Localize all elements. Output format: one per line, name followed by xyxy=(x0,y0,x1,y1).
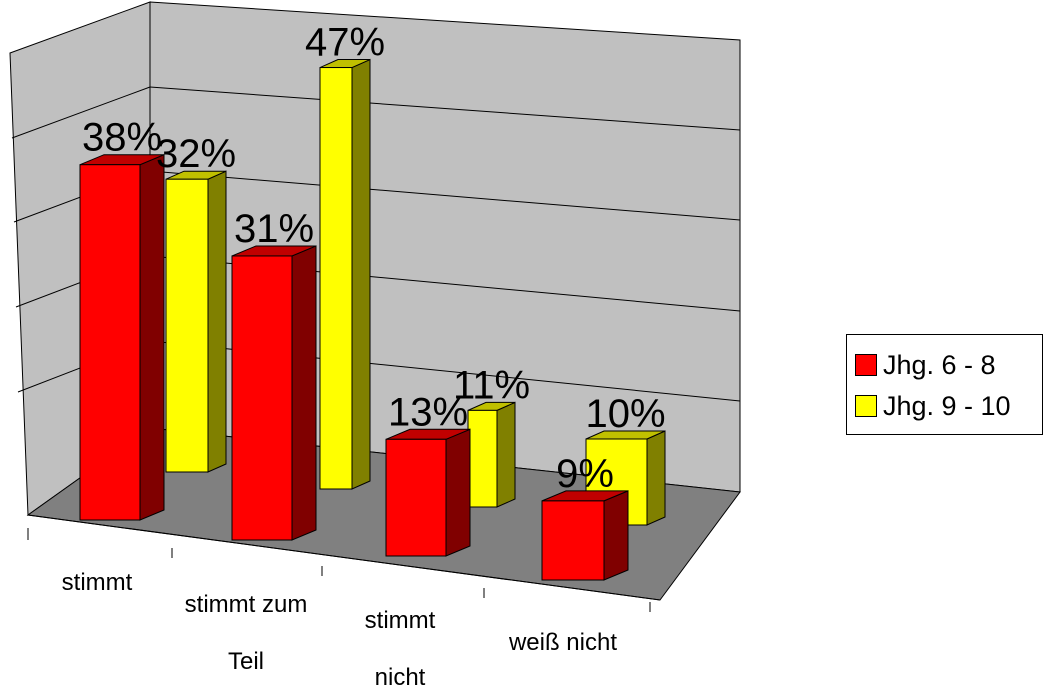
bar-s2-c3-front xyxy=(467,409,498,508)
bar-s1-c4-front xyxy=(541,500,605,581)
bar-s2-c2-side xyxy=(351,58,371,490)
data-label-s2-c2: 47% xyxy=(305,21,385,65)
legend-label-series-1: Jhg. 6 - 8 xyxy=(883,349,996,380)
category-label-4: weiß nicht xyxy=(508,629,617,656)
data-label-s2-c1: 32% xyxy=(156,132,236,176)
bar-s1-c1-front xyxy=(79,164,141,521)
bar-s1-c2-side xyxy=(291,245,317,541)
bar-s1-c3-side xyxy=(445,428,471,557)
x-axis-line xyxy=(27,514,661,601)
legend-swatch-series-1 xyxy=(855,354,877,376)
category-label-3-line-2: nicht xyxy=(375,664,426,691)
bar-s1-c4-side xyxy=(603,490,629,581)
bar-s1-c3-front xyxy=(385,438,447,557)
data-label-s1-c4: 9% xyxy=(556,452,614,496)
category-label-1: stimmt xyxy=(62,569,133,596)
bar-s2-c3-side xyxy=(496,401,516,508)
legend-item-series-2: Jhg. 9 - 10 xyxy=(855,388,1011,424)
gridline-back-1 xyxy=(149,86,741,131)
bar-s1-c1-side xyxy=(139,153,165,521)
category-label-3-line-1: stimmt xyxy=(365,607,436,634)
bar-s2-c4-side xyxy=(646,430,666,526)
bar-s1-c2-front xyxy=(231,255,293,541)
legend-item-series-1: Jhg. 6 - 8 xyxy=(855,347,996,383)
bar-s2-c1-side xyxy=(207,170,227,473)
data-label-s1-c3: 13% xyxy=(388,390,468,434)
data-label-s1-c1: 38% xyxy=(82,116,162,160)
legend-label-series-2: Jhg. 9 - 10 xyxy=(883,390,1011,421)
data-label-s2-c4: 10% xyxy=(585,392,665,436)
gridline-back-2 xyxy=(149,170,741,221)
legend-swatch-series-2 xyxy=(855,395,877,417)
data-label-s2-c3: 11% xyxy=(453,363,530,407)
category-label-2-line-1: stimmt zum xyxy=(185,591,308,618)
category-label-2-line-2: Teil xyxy=(228,648,264,675)
bar-s2-c2-front xyxy=(319,67,353,490)
data-label-s1-c2: 31% xyxy=(234,207,314,251)
legend: Jhg. 6 - 8 Jhg. 9 - 10 xyxy=(846,334,1043,435)
gridline-side-1 xyxy=(11,86,151,139)
bar-s2-c1-front xyxy=(165,178,209,473)
